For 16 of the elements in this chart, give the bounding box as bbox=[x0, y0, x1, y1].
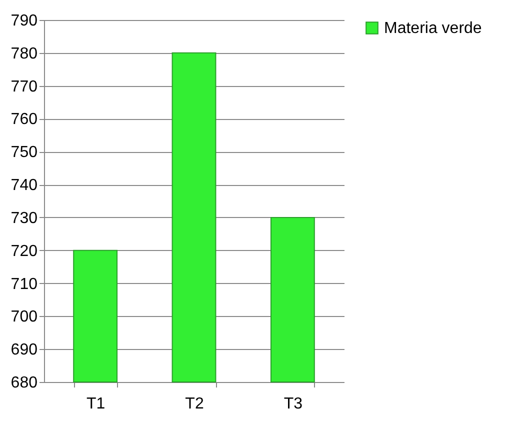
y-tick-label: 720 bbox=[10, 242, 38, 260]
x-tick-label: T2 bbox=[185, 396, 204, 412]
y-tick-label: 690 bbox=[10, 342, 38, 359]
y-tick-label: 790 bbox=[10, 12, 38, 30]
y-tick-label: 780 bbox=[10, 45, 38, 62]
y-tick-label: 730 bbox=[10, 210, 38, 227]
x-tick-label: T1 bbox=[86, 396, 106, 412]
legend-label: Materia verde bbox=[384, 20, 482, 37]
y-tick-label: 680 bbox=[10, 374, 38, 392]
y-tick-label: 710 bbox=[10, 276, 38, 293]
y-tick-label: 700 bbox=[10, 308, 38, 326]
y-tick-label: 750 bbox=[10, 144, 38, 162]
y-tick-label: 760 bbox=[10, 111, 38, 128]
y-tick-label: 740 bbox=[10, 177, 38, 194]
x-tick-label: T3 bbox=[284, 396, 303, 412]
y-tick-label: 770 bbox=[10, 78, 38, 96]
